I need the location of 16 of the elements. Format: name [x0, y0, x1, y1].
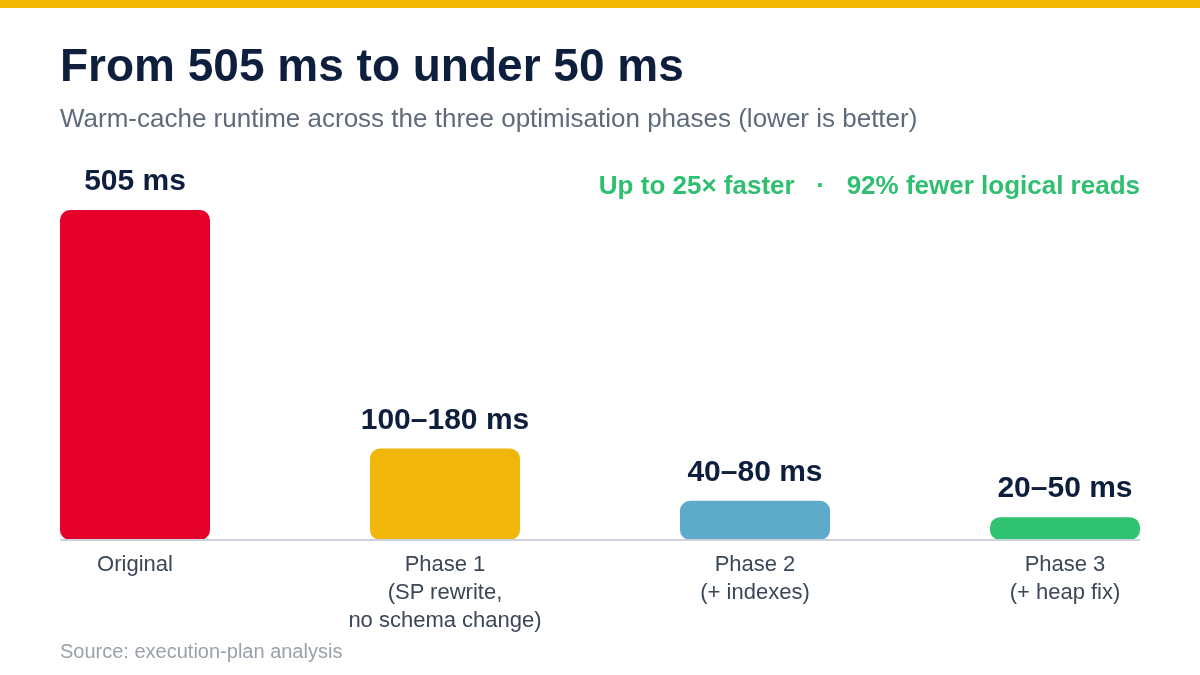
chart-title: From 505 ms to under 50 ms: [60, 39, 684, 91]
data-label: 20–50 ms: [997, 470, 1133, 504]
bar: [370, 448, 520, 540]
text: Up to 25× faster · 92% fewer logical reads: [598, 170, 1140, 200]
x-tick-label: Phase 1 (SP rewrite, no schema change): [348, 551, 542, 632]
data-label: 100–180 ms: [360, 401, 530, 435]
x-tick-label: Phase 2 (+ indexes): [700, 551, 810, 604]
source-note: Source: execution-plan analysis: [60, 640, 343, 662]
data-label: 40–80 ms: [687, 453, 823, 487]
bar: [990, 517, 1140, 540]
chart-subtitle: Warm-cache runtime across the three optimisation phases (lower is better): [60, 103, 918, 133]
data-label: 505 ms: [84, 163, 186, 196]
x-tick-label: Phase 3 (+ heap fix): [1009, 551, 1121, 604]
x-tick-label: Original: [97, 551, 173, 576]
bar: [60, 210, 210, 540]
bar: [680, 500, 830, 540]
